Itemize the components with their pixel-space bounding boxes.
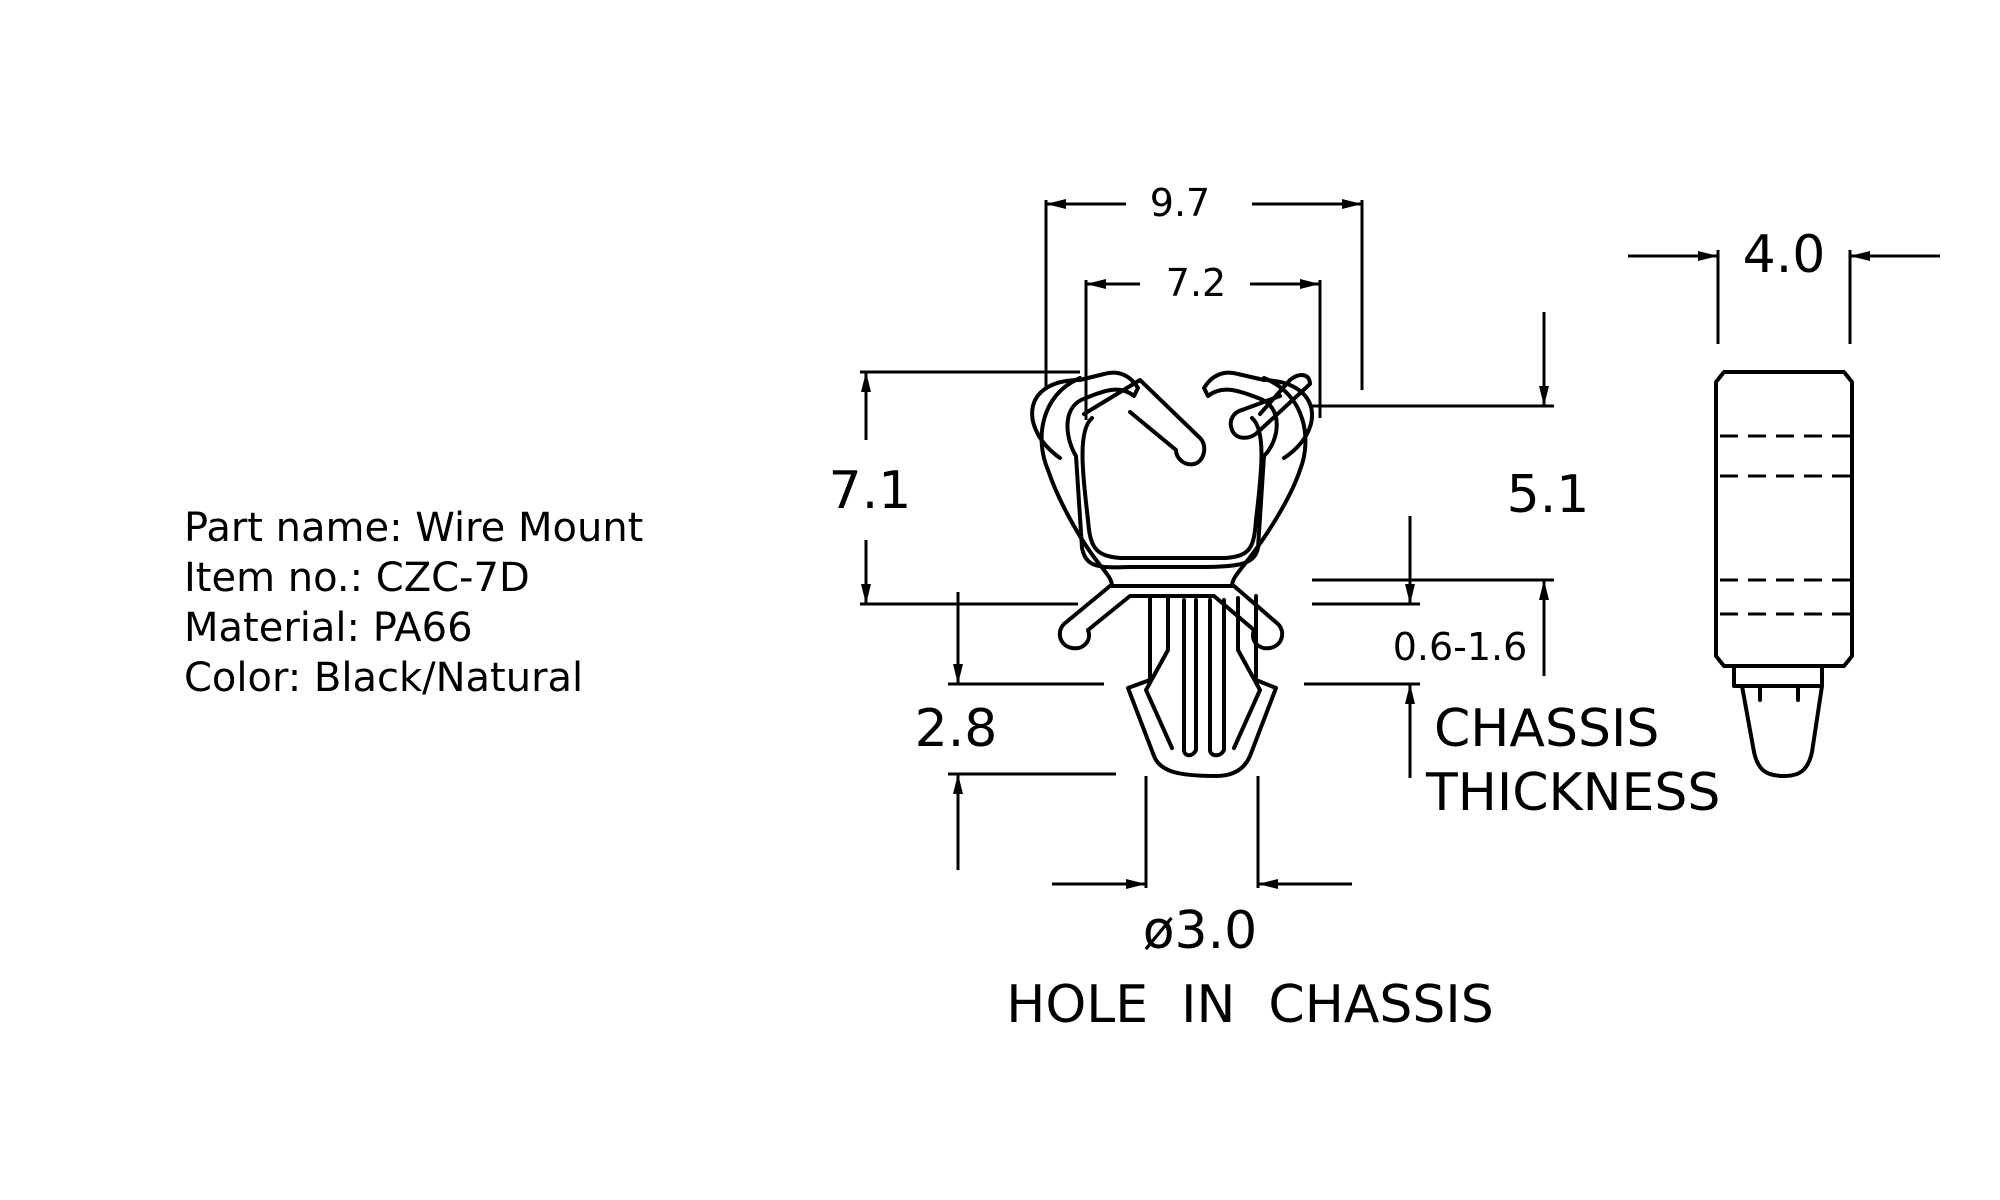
left-jaw [1082,378,1207,467]
clip-outer-contour [1030,370,1314,570]
side-body [1714,370,1854,668]
note-hole-in-chassis: HOLE IN CHASSIS [1006,975,1494,1035]
clip-body [1039,376,1308,588]
dim-height: 7.1 [829,461,912,521]
dim-overall-width: 9.7 [1150,181,1210,225]
color: Color: Black/Natural [184,655,584,701]
dim-side-width: 4.0 [1743,225,1826,285]
side-stem [1732,664,1824,778]
clip-inner-loop [1080,416,1264,560]
note-chassis-line1: CHASSIS [1434,699,1659,759]
dim-chassis-range: 0.6-1.6 [1393,625,1528,669]
item-number: Item no.: CZC-7D [184,555,530,601]
material: Material: PA66 [184,605,473,651]
dim-inner-height: 5.1 [1507,465,1590,525]
note-chassis-line2: THICKNESS [1425,763,1720,823]
part-name: Part name: Wire Mount [184,505,644,551]
dim-base-height: 2.8 [915,699,998,759]
spec-block: Part name: Wire Mount Item no.: CZC-7D M… [184,503,704,703]
front-view [1030,370,1314,778]
dimension-lines: 9.7 7.2 7.1 5.1 0.6-1.6 CHASSIS THICKNES… [829,181,1721,1035]
right-jaw [1228,373,1312,440]
left-wing [1057,584,1178,651]
stem [1126,594,1278,778]
dim-inner-width: 7.2 [1166,261,1226,305]
dim-hole-diameter: ø3.0 [1143,901,1258,961]
side-view: 4.0 [1628,225,1940,778]
right-wing [1174,584,1285,651]
